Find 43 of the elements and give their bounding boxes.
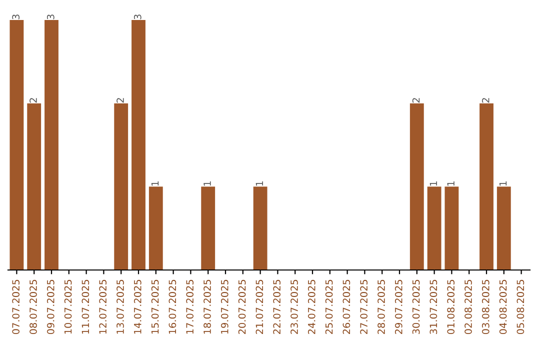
data-label: 1 bbox=[151, 181, 159, 186]
data-label: 2 bbox=[116, 98, 124, 103]
data-label: 3 bbox=[134, 14, 142, 20]
x-tick-label: 11.07.2025 bbox=[82, 280, 90, 334]
x-tick-label: 16.07.2025 bbox=[168, 280, 176, 334]
x-tick-label: 01.08.2025 bbox=[447, 280, 455, 334]
data-label: 1 bbox=[204, 181, 211, 186]
data-label: 3 bbox=[12, 14, 20, 20]
x-tick-label: 24.07.2025 bbox=[308, 280, 316, 334]
x-tick-label: 02.08.2025 bbox=[464, 280, 472, 334]
x-tick-label: 26.07.2025 bbox=[342, 280, 350, 334]
data-label: 2 bbox=[412, 98, 420, 103]
x-tick-label: 25.07.2025 bbox=[325, 280, 333, 334]
data-label: 3 bbox=[46, 14, 54, 20]
x-tick-label: 18.07.2025 bbox=[204, 280, 211, 334]
x-tick-label: 12.07.2025 bbox=[99, 280, 107, 334]
x-tick-label: 14.07.2025 bbox=[134, 280, 142, 334]
x-tick-label: 08.07.2025 bbox=[30, 280, 37, 334]
x-tick-label: 13.07.2025 bbox=[116, 280, 124, 334]
x-tick-label: 21.07.2025 bbox=[256, 280, 264, 334]
x-tick-label: 28.07.2025 bbox=[378, 280, 385, 334]
x-tick-label: 19.07.2025 bbox=[220, 280, 228, 334]
data-label: 1 bbox=[447, 181, 454, 186]
x-tick-label: 31.07.2025 bbox=[430, 280, 438, 334]
x-tick-label: 07.07.2025 bbox=[12, 280, 20, 334]
x-tick-label: 29.07.2025 bbox=[394, 280, 402, 334]
x-tick-label: 05.08.2025 bbox=[516, 280, 524, 334]
data-label: 2 bbox=[482, 98, 490, 103]
x-tick-label: 27.07.2025 bbox=[360, 280, 368, 334]
data-label: 1 bbox=[430, 181, 437, 186]
x-tick-label: 10.07.2025 bbox=[64, 280, 72, 334]
data-label: 2 bbox=[30, 98, 37, 103]
x-tick-label: 15.07.2025 bbox=[151, 280, 159, 334]
data-label: 1 bbox=[256, 181, 263, 186]
x-tick-label: 04.08.2025 bbox=[499, 280, 507, 334]
x-tick-label: 03.08.2025 bbox=[482, 280, 490, 334]
x-tick-label: 09.07.2025 bbox=[46, 280, 54, 334]
x-tick-label: 22.07.2025 bbox=[273, 280, 281, 334]
x-tick-label: 20.07.2025 bbox=[238, 280, 246, 334]
data-label: 1 bbox=[499, 181, 507, 186]
x-tick-label: 17.07.2025 bbox=[186, 280, 194, 334]
x-tick-label: 30.07.2025 bbox=[412, 280, 420, 334]
x-tick-label: 23.07.2025 bbox=[290, 280, 298, 334]
